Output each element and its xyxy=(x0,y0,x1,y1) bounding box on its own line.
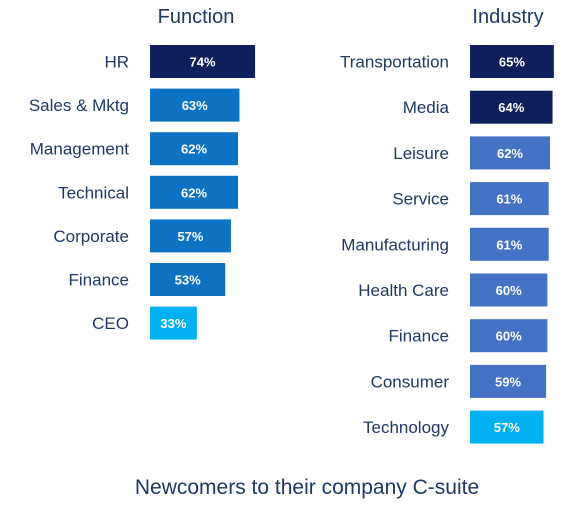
industry-bar-chart: Transportation 65% Media 64% Leisure 62% Servi… xyxy=(340,45,554,444)
bar-value-label: 74% xyxy=(190,55,216,70)
bar-row: Consumer 59% xyxy=(371,364,547,398)
category-label: Technology xyxy=(363,418,450,437)
bar-row: Manufacturing 61% xyxy=(341,227,549,261)
category-label: HR xyxy=(104,53,129,72)
bar-row: HR 74% xyxy=(104,45,256,78)
category-label: Media xyxy=(403,98,450,117)
bar xyxy=(150,132,239,166)
bar-value-label: 60% xyxy=(496,283,522,298)
bar-row: Service 61% xyxy=(392,182,549,216)
category-label: Health Care xyxy=(358,281,449,300)
bar xyxy=(150,306,197,340)
bar-value-label: 65% xyxy=(499,55,525,70)
bar xyxy=(470,45,554,78)
category-label: Manufacturing xyxy=(341,235,449,254)
bar xyxy=(470,273,548,307)
bar-row: Transportation 65% xyxy=(340,45,554,78)
bar-value-label: 62% xyxy=(181,142,207,157)
bar xyxy=(150,263,226,296)
chart-caption: Newcomers to their company C-suite xyxy=(135,476,479,499)
bar-value-label: 59% xyxy=(495,374,521,389)
category-label: Transportation xyxy=(340,53,449,72)
bar xyxy=(470,136,550,170)
bar-row: Technology 57% xyxy=(363,410,544,444)
category-label: Service xyxy=(392,190,449,209)
bar xyxy=(150,88,240,122)
bar-row: Management 62% xyxy=(30,132,239,166)
bar-value-label: 62% xyxy=(181,185,207,200)
bar-row: Finance 60% xyxy=(389,319,548,353)
bar xyxy=(150,45,256,78)
bar-value-label: 57% xyxy=(177,229,203,244)
bar xyxy=(470,90,553,124)
category-label: CEO xyxy=(92,314,129,333)
function-chart-title: Function xyxy=(158,6,235,28)
bar xyxy=(470,182,549,216)
category-label: Finance xyxy=(389,327,449,346)
category-label: Leisure xyxy=(393,144,449,163)
bar xyxy=(470,410,544,444)
bar-row: Corporate 57% xyxy=(53,219,231,253)
category-label: Finance xyxy=(69,271,129,290)
bar-row: Leisure 62% xyxy=(393,136,550,170)
category-label: Sales & Mktg xyxy=(29,96,129,115)
bar-value-label: 60% xyxy=(496,329,522,344)
bar-row: Sales & Mktg 63% xyxy=(29,88,240,122)
category-label: Management xyxy=(30,140,130,159)
bar-value-label: 63% xyxy=(182,98,208,113)
bar-row: Finance 53% xyxy=(69,263,226,296)
bar-row: Media 64% xyxy=(403,90,553,124)
bar-value-label: 62% xyxy=(497,146,523,161)
bar-value-label: 61% xyxy=(496,192,522,207)
category-label: Consumer xyxy=(371,372,450,391)
bar-value-label: 53% xyxy=(175,273,201,288)
bar-row: Health Care 60% xyxy=(358,273,548,307)
category-label: Corporate xyxy=(53,227,129,246)
bar xyxy=(150,175,239,209)
bar xyxy=(150,219,231,253)
bar-value-label: 64% xyxy=(498,100,524,115)
function-bar-chart: HR 74%Sales & Mktg 63%Management 62%Technic… xyxy=(29,45,256,340)
bar-value-label: 57% xyxy=(494,420,520,435)
industry-chart-title: Industry xyxy=(472,6,543,28)
bar xyxy=(470,227,549,261)
bar xyxy=(470,364,547,398)
bar-value-label: 61% xyxy=(496,237,522,252)
bar-value-label: 33% xyxy=(160,316,186,331)
bar-row: Technical 62% xyxy=(58,175,239,209)
bar-row: CEO 33% xyxy=(92,306,197,340)
bar xyxy=(470,319,548,353)
category-label: Technical xyxy=(58,183,129,202)
